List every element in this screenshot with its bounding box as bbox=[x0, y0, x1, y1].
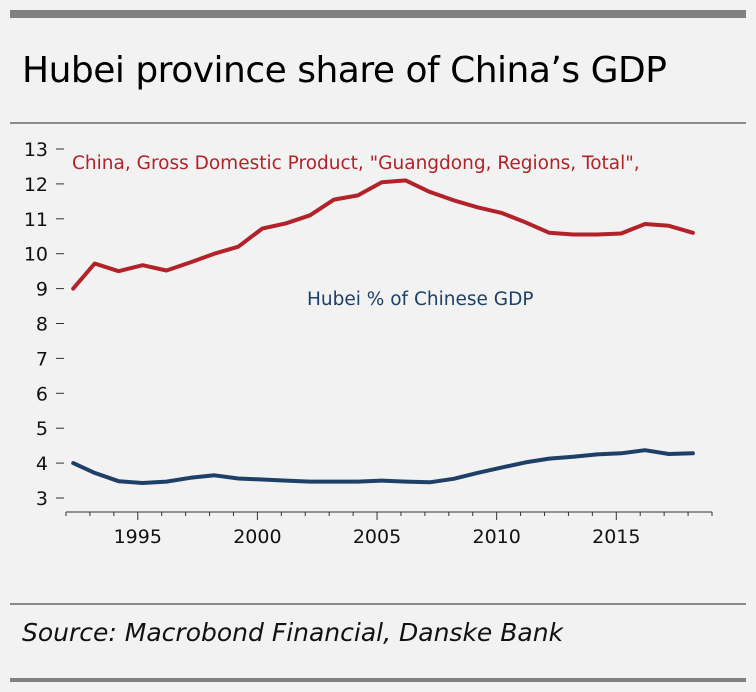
line-chart: 3 4 5 6 7 8 9 10 11 12 13 1995 2000 2005 2010 2015 Chi… bbox=[24, 139, 713, 548]
y-tick-label: 3 bbox=[36, 488, 48, 510]
source-divider bbox=[10, 603, 746, 605]
series-label-guangdong: China, Gross Domestic Product, "Guangdon… bbox=[72, 153, 640, 174]
y-tick-label: 8 bbox=[36, 314, 48, 336]
series-label-hubei: Hubei % of Chinese GDP bbox=[307, 289, 533, 310]
y-tick-label: 12 bbox=[24, 174, 48, 196]
y-tick-label: 4 bbox=[36, 453, 48, 475]
y-tick-label: 6 bbox=[36, 383, 48, 405]
y-tick-label: 7 bbox=[36, 348, 48, 370]
source-note: Source: Macrobond Financial, Danske Bank bbox=[22, 618, 564, 647]
x-tick-label: 2015 bbox=[592, 526, 640, 548]
x-tick-label: 2005 bbox=[353, 526, 401, 548]
y-axis: 3 4 5 6 7 8 9 10 11 12 13 bbox=[24, 139, 64, 510]
series-line-hubei bbox=[71, 448, 695, 485]
y-tick-label: 13 bbox=[24, 139, 48, 161]
title-divider bbox=[10, 122, 746, 124]
y-tick-label: 9 bbox=[36, 279, 48, 301]
x-tick-label: 2010 bbox=[472, 526, 520, 548]
page-title: Hubei province share of China’s GDP bbox=[22, 50, 667, 91]
y-tick-label: 11 bbox=[24, 209, 48, 231]
y-tick-label: 5 bbox=[36, 418, 48, 440]
x-axis: 1995 2000 2005 2010 2015 bbox=[65, 511, 713, 548]
top-divider bbox=[10, 10, 746, 18]
series-lines bbox=[71, 178, 695, 485]
x-tick-label: 2000 bbox=[233, 526, 281, 548]
x-tick-label: 1995 bbox=[114, 526, 162, 548]
series-line-guangdong bbox=[71, 178, 695, 291]
y-tick-label: 10 bbox=[24, 244, 48, 266]
bottom-divider bbox=[10, 678, 746, 682]
